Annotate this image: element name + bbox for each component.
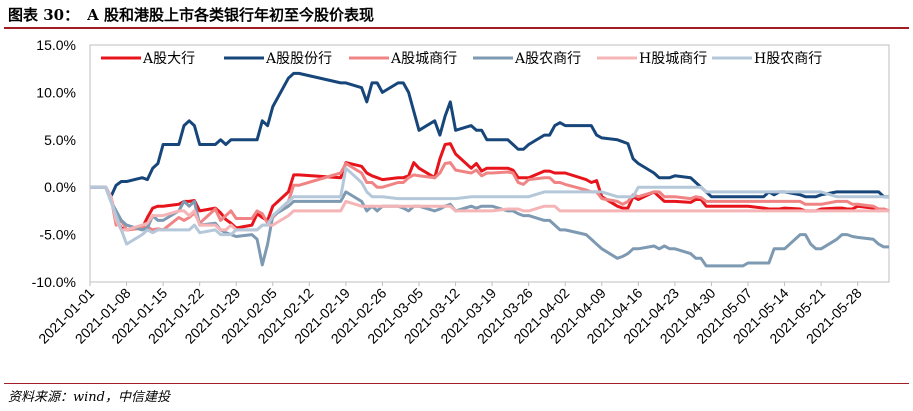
figure-caption: 图表 30： A 股和港股上市各类银行年初至今股价表现 [8, 4, 374, 26]
y-tick-label: 0.0% [44, 179, 76, 195]
source-rule [4, 383, 909, 384]
series-line-6 [90, 166, 889, 246]
y-tick-label: 10.0% [36, 84, 76, 100]
plot-area-border [89, 44, 890, 283]
legend-label: A股城商行 [390, 51, 457, 67]
legend-label: H股城商行 [639, 51, 707, 67]
series-line-5 [90, 185, 889, 232]
y-tick-label: 5.0% [44, 132, 76, 148]
series-line-3 [90, 161, 890, 232]
legend-label: A股农商行 [514, 51, 581, 67]
legend-label: A股大行 [142, 51, 195, 67]
y-tick-label: 15.0% [36, 37, 76, 53]
figure-number: 图表 30： [8, 6, 80, 24]
caption-rule [4, 27, 909, 29]
source-note: 资料来源：wind，中信建投 [8, 390, 170, 405]
line-chart: 15.0%10.0%5.0%0.0%-5.0%-10.0%2021-01-012… [32, 37, 890, 347]
series-line-1 [90, 142, 890, 232]
legend-label: A股股份行 [265, 51, 332, 67]
figure-title: A 股和港股上市各类银行年初至今股价表现 [87, 6, 374, 24]
legend-label: H股农商行 [754, 51, 822, 67]
y-tick-label: -10.0% [32, 274, 76, 290]
y-tick-label: -5.0% [39, 227, 76, 243]
series-line-2 [90, 71, 889, 199]
